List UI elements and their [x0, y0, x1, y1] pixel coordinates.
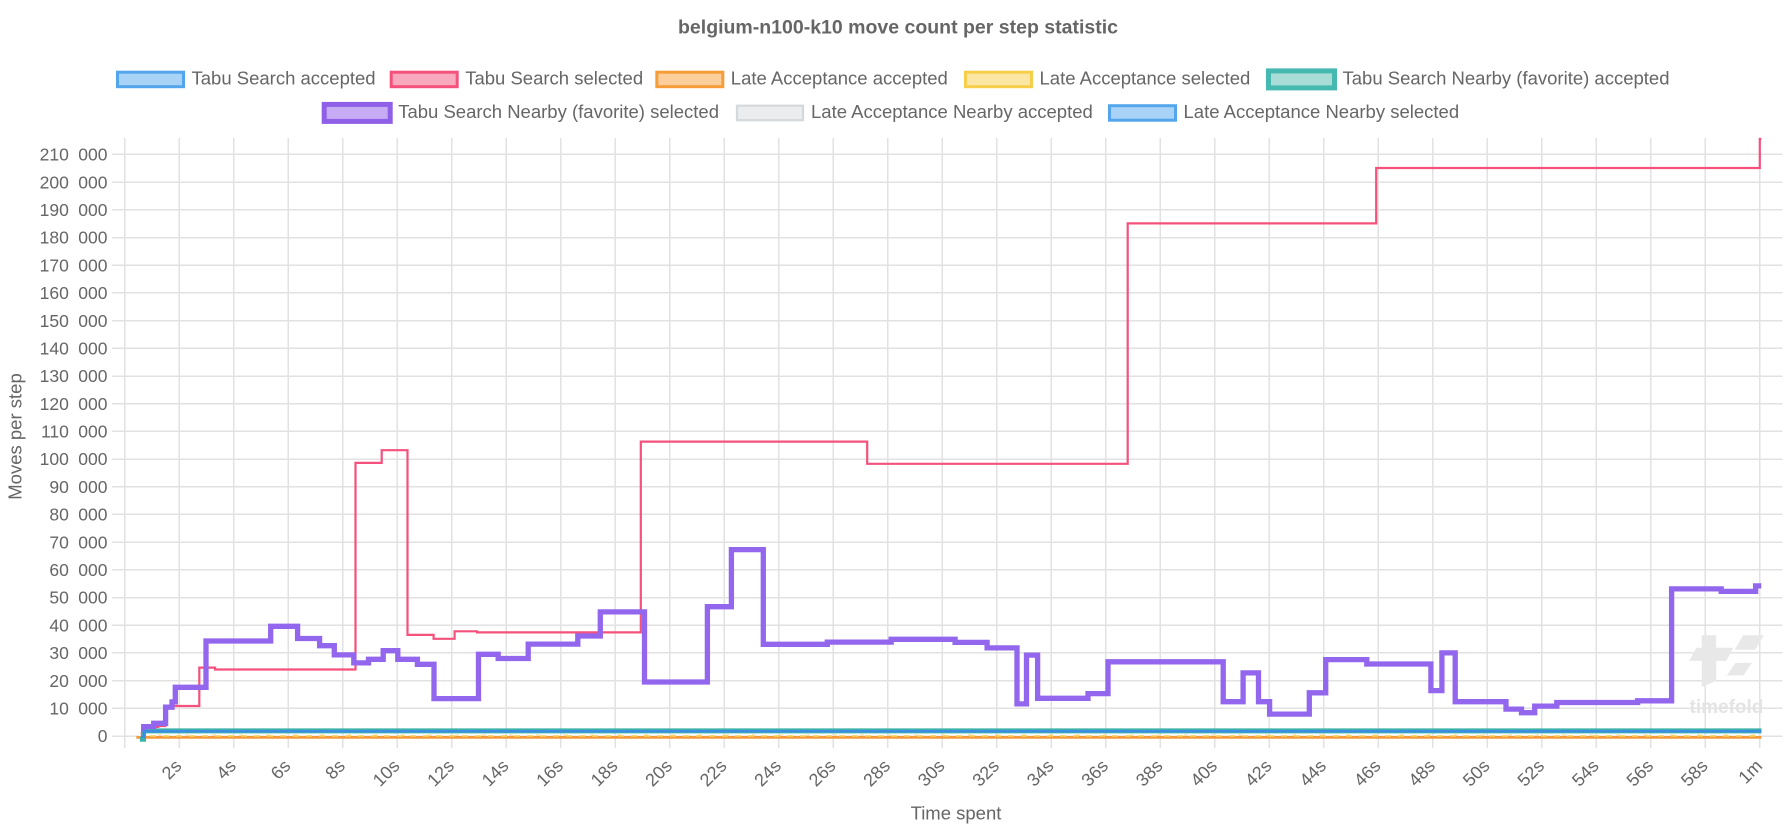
svg-text:110 000: 110 000	[41, 422, 108, 442]
svg-text:170 000: 170 000	[40, 255, 108, 275]
svg-text:belgium-n100-k10 move count pe: belgium-n100-k10 move count per step sta…	[678, 17, 1118, 39]
svg-text:100 000: 100 000	[40, 449, 108, 469]
svg-text:200 000: 200 000	[40, 172, 108, 192]
svg-text:Time spent: Time spent	[911, 803, 1002, 824]
svg-text:130 000: 130 000	[40, 366, 108, 386]
svg-text:190 000: 190 000	[40, 200, 108, 220]
svg-text:20 000: 20 000	[49, 671, 107, 691]
svg-text:150 000: 150 000	[40, 311, 108, 331]
svg-text:10 000: 10 000	[49, 699, 107, 719]
svg-text:210 000: 210 000	[40, 145, 108, 165]
svg-text:Late Acceptance Nearby selecte: Late Acceptance Nearby selected	[1184, 101, 1460, 122]
svg-text:180 000: 180 000	[40, 228, 108, 248]
svg-text:80 000: 80 000	[49, 505, 107, 525]
svg-text:Tabu Search Nearby (favorite): Tabu Search Nearby (favorite) accepted	[1343, 68, 1670, 89]
svg-text:70 000: 70 000	[49, 532, 107, 552]
svg-text:Tabu Search Nearby (favorite): Tabu Search Nearby (favorite) selected	[398, 101, 719, 122]
svg-text:Tabu Search accepted: Tabu Search accepted	[192, 68, 376, 89]
svg-text:Tabu Search selected: Tabu Search selected	[465, 68, 643, 89]
svg-text:60 000: 60 000	[49, 560, 107, 580]
svg-text:40 000: 40 000	[49, 615, 107, 635]
svg-text:Late Acceptance Nearby accepte: Late Acceptance Nearby accepted	[811, 101, 1093, 122]
svg-text:Late Acceptance accepted: Late Acceptance accepted	[731, 68, 948, 89]
svg-text:90 000: 90 000	[49, 477, 107, 497]
svg-text:Moves per step: Moves per step	[5, 373, 26, 499]
svg-text:120 000: 120 000	[40, 394, 108, 414]
svg-text:Late Acceptance selected: Late Acceptance selected	[1040, 68, 1251, 89]
svg-text:160 000: 160 000	[40, 283, 108, 303]
svg-text:0: 0	[98, 726, 108, 746]
svg-text:50 000: 50 000	[49, 588, 107, 608]
svg-text:140 000: 140 000	[40, 339, 108, 359]
svg-text:timefold: timefold	[1690, 697, 1764, 718]
svg-text:30 000: 30 000	[49, 643, 107, 663]
